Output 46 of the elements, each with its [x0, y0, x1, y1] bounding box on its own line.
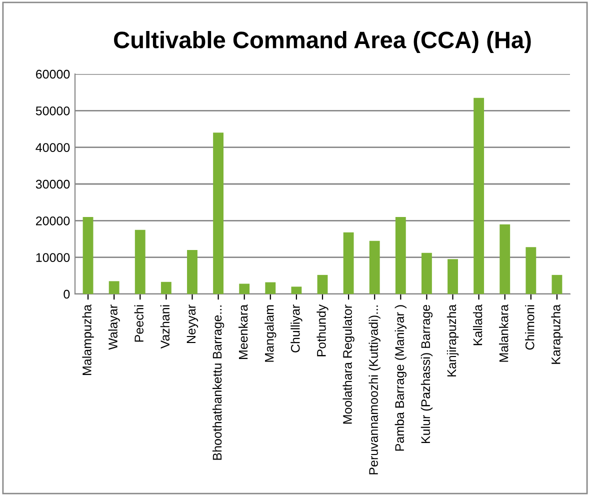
bar: [317, 274, 328, 294]
bar: [239, 284, 250, 294]
bar: [422, 252, 432, 294]
y-tick-label: 20000: [36, 216, 70, 226]
bar: [134, 230, 146, 294]
y-tick-label: 30000: [36, 180, 70, 189]
bar: [187, 250, 198, 294]
x-tick-label: Chulliyar: [290, 304, 302, 352]
chart-title: Cultivable Command Area (CCA) (Ha): [114, 30, 531, 54]
x-tick-label: Chimoni: [525, 305, 534, 350]
x-tick-label: Pothundy: [316, 304, 328, 356]
y-tick-label: 10000: [36, 253, 70, 262]
x-tick-label: Walayar: [108, 304, 120, 350]
x-tick-label: Peruvannamoozhi (Kuttiyadi)...: [368, 306, 380, 474]
bar: [552, 274, 562, 294]
y-tick-label: 40000: [36, 143, 70, 152]
bar: [500, 224, 510, 294]
x-tick-label: Kulur (Pazhassi) Barrage: [420, 304, 433, 444]
bar: [395, 217, 406, 294]
x-tick-label: Mangalam: [264, 305, 276, 362]
bar: [448, 259, 458, 294]
x-tick-label: Malankara: [499, 304, 508, 362]
x-tick-label: Neyyar: [186, 304, 198, 343]
bar: [82, 217, 94, 294]
x-tick-label: Bhoothathankettu Barrage...: [212, 306, 224, 460]
x-tick-label: Kallada: [472, 304, 482, 346]
bar: [108, 281, 120, 294]
bar: [291, 286, 302, 294]
x-tick-label: Pamba Barrage (Maniyar ): [394, 305, 406, 451]
x-tick-label: Vazhani: [160, 305, 170, 349]
bar: [474, 98, 484, 294]
x-tick-label: Karapuzha: [551, 304, 563, 364]
y-tick-label: 50000: [36, 106, 70, 116]
x-tick-label: Moolathara Regulator: [342, 304, 354, 424]
y-tick-label: 60000: [36, 70, 70, 79]
x-tick-label: Peechi: [134, 305, 144, 342]
y-tick-label: 0: [64, 290, 70, 299]
x-tick-label: Meenkara: [238, 304, 248, 359]
x-tick-label: Kanjirapuzha: [446, 304, 459, 376]
x-tick-label: Malampuzha: [82, 304, 94, 375]
bar: [343, 232, 354, 294]
bar: [265, 282, 276, 294]
bar: [160, 282, 172, 294]
bar: [526, 247, 536, 294]
bar: [213, 132, 224, 294]
bar: [369, 240, 380, 294]
